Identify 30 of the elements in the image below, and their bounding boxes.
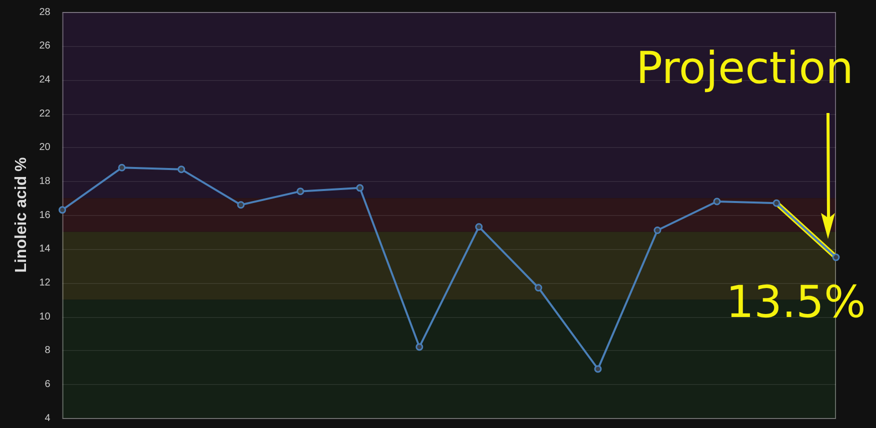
y-axis-title: Linoleic acid % [13,157,30,273]
point [534,284,542,292]
y-tick-label: 12 [39,277,51,288]
y-tick-label: 6 [44,378,51,390]
annotation: Projection [636,43,854,94]
y-tick-label: 14 [39,244,51,255]
point [594,365,602,373]
point [772,199,780,207]
y-tick-label: 20 [39,142,51,154]
point [118,164,126,172]
y-tick-label: 8 [44,345,51,356]
y-tick-label: 10 [39,311,51,322]
y-tick-label: 4 [44,412,51,424]
point [832,254,840,262]
y-tick-label: 28 [39,6,51,18]
point [356,184,364,192]
point [475,223,483,231]
annotation: 13.5% [726,277,866,328]
point [58,206,66,214]
point [654,226,662,234]
y-tick-label: 26 [39,40,51,52]
y-tick-label: 24 [39,74,51,86]
point [296,188,304,196]
point [178,166,186,174]
point [713,198,721,206]
y-tick-label: 22 [39,108,51,120]
point [237,201,245,209]
point [416,343,424,351]
y-tick-label: 18 [39,176,51,187]
y-tick-label: 16 [39,210,51,221]
